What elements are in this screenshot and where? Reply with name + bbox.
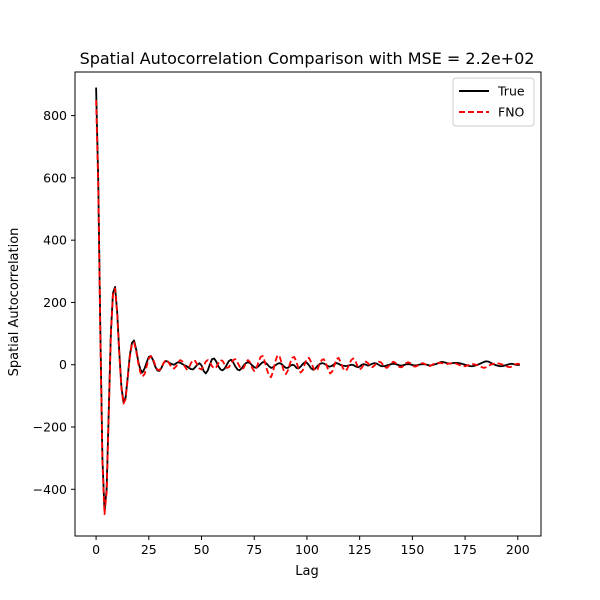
axes-frame bbox=[74, 71, 542, 537]
legend-true-label: True bbox=[497, 84, 525, 99]
x-tick-label: 150 bbox=[400, 542, 424, 557]
plot-area bbox=[95, 87, 521, 516]
legend-fno-label: FNO bbox=[498, 105, 525, 120]
chart-title: Spatial Autocorrelation Comparison with … bbox=[80, 49, 535, 68]
legend: True FNO bbox=[452, 77, 535, 127]
x-tick-label: 125 bbox=[348, 542, 372, 557]
y-tick-label: 600 bbox=[43, 170, 67, 185]
y-tick-label: 0 bbox=[59, 357, 67, 372]
x-tick-label: 25 bbox=[141, 542, 157, 557]
x-axis-ticks: 0 25 50 75 100 125 150 175 200 bbox=[92, 536, 530, 557]
x-tick-label: 175 bbox=[453, 542, 477, 557]
series-line-fno bbox=[95, 100, 521, 516]
x-tick-label: 50 bbox=[194, 542, 210, 557]
x-tick-label: 0 bbox=[92, 542, 100, 557]
x-tick-label: 75 bbox=[246, 542, 262, 557]
y-tick-label: 800 bbox=[43, 108, 67, 123]
series-line-true bbox=[95, 87, 521, 512]
y-tick-label: 400 bbox=[43, 233, 67, 248]
y-tick-label: −400 bbox=[33, 482, 67, 497]
y-tick-label: −200 bbox=[33, 420, 67, 435]
y-axis-label: Spatial Autocorrelation bbox=[7, 228, 22, 377]
y-tick-label: 200 bbox=[43, 295, 67, 310]
x-axis-label: Lag bbox=[295, 564, 318, 579]
x-tick-label: 200 bbox=[506, 542, 530, 557]
x-tick-label: 100 bbox=[295, 542, 319, 557]
y-axis-ticks: −400 −200 0 200 400 600 800 bbox=[33, 108, 75, 497]
